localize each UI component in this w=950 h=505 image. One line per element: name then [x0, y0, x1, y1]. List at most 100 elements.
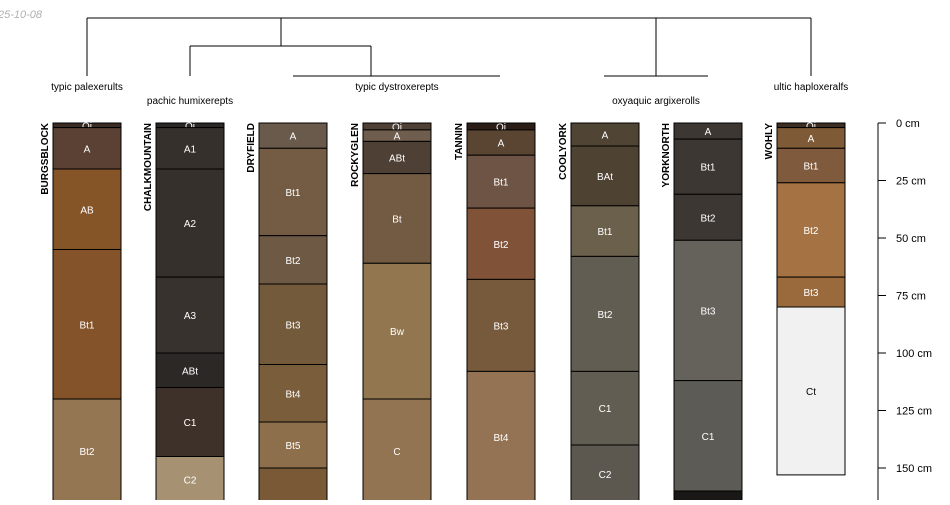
horizon-label: Bt3 — [493, 321, 508, 332]
profile-rockyglen: ROCKYGLEN OiA ABt Bt Bw C — [350, 122, 432, 503]
horizon — [570, 205, 640, 257]
dendrogram — [86, 17, 812, 77]
depth-tick-label: 150 cm — [896, 463, 932, 475]
horizon-label: Oi — [806, 121, 816, 132]
horizon-label: Ct — [806, 387, 816, 398]
taxon-label: pachic humixerepts — [147, 96, 233, 107]
taxon-label: typic dystroxerepts — [355, 82, 438, 93]
horizon-label: Bt4 — [285, 389, 300, 400]
horizon-label: C2 — [599, 470, 612, 481]
horizon — [155, 127, 225, 170]
horizon-label: A — [84, 144, 91, 155]
horizon-label: C — [393, 447, 400, 458]
horizon-label: A — [498, 139, 505, 150]
horizon-label: Bt2 — [597, 310, 612, 321]
horizon-label: Bt3 — [803, 288, 818, 299]
profile-name: COOLYORK — [558, 122, 569, 180]
horizon — [258, 147, 328, 237]
horizon-label: Oi — [185, 121, 195, 132]
horizon — [673, 380, 743, 492]
horizon-label: Bt2 — [493, 240, 508, 251]
horizon — [776, 182, 846, 278]
depth-tick-label: 100 cm — [896, 348, 932, 360]
horizon-label: Bt2 — [700, 213, 715, 224]
taxon-label: typic palexerults — [51, 82, 123, 93]
horizon-label: Bt — [392, 214, 402, 225]
profile-burgsblock: BURGSBLOCK Oi A AB Bt1 Bt2 — [40, 121, 122, 503]
horizon-label: Bt2 — [79, 447, 94, 458]
horizon — [52, 249, 122, 400]
profile-yorknorth: YORKNORTH A Bt1 Bt2 Bt3 C1 — [661, 122, 743, 503]
horizon-label: A1 — [184, 144, 197, 155]
taxa-labels: typic palexerults pachic humixerepts typic… — [51, 82, 848, 107]
horizon — [258, 122, 328, 149]
horizon-label: Oi — [392, 122, 402, 133]
horizon-label: A — [602, 131, 609, 142]
taxon-label: oxyaquic argixerolls — [612, 96, 700, 107]
horizon-label: Bt4 — [493, 433, 508, 444]
profile-name: WOHLY — [764, 123, 775, 160]
taxon-label: ultic haploxeralfs — [774, 82, 848, 93]
horizon-label: Bt2 — [803, 226, 818, 237]
horizon — [258, 364, 328, 423]
horizon — [776, 276, 846, 308]
profile-name: DRYFIELD — [246, 123, 257, 173]
horizon-label: Bt2 — [285, 256, 300, 267]
depth-axis: 0 cm 25 cm 50 cm 75 cm 100 cm 125 cm 150 cm — [877, 118, 932, 500]
profile-name: ROCKYGLEN — [350, 123, 361, 187]
horizon-label: Oi — [82, 121, 92, 132]
horizon-label: A — [705, 127, 712, 138]
profile-tannin: TANNIN Oi A Bt1 Bt2 Bt3 Bt4 — [454, 122, 536, 503]
horizon-label: Bt1 — [597, 227, 612, 238]
profile-name: YORKNORTH — [661, 123, 672, 187]
horizon — [155, 387, 225, 457]
horizon-label: Bt1 — [493, 178, 508, 189]
profile-wohly: WOHLY Oi A Bt1 Bt2 Bt3 Ct — [764, 121, 846, 476]
horizon — [673, 239, 743, 382]
horizon-label: Bw — [390, 327, 405, 338]
horizon-label: Bt5 — [285, 441, 300, 452]
horizon — [155, 276, 225, 354]
horizon-label: C1 — [599, 404, 612, 415]
depth-tick-label: 125 cm — [896, 406, 932, 418]
horizon-label: Bt1 — [803, 162, 818, 173]
horizon-label: A — [394, 132, 401, 143]
horizon — [570, 255, 640, 372]
profile-coolyork: COOLYORK A BAt Bt1 Bt2 C1 C2 — [558, 122, 640, 503]
horizon — [52, 398, 122, 503]
horizon — [362, 173, 432, 264]
horizon — [570, 444, 640, 503]
horizon — [155, 168, 225, 278]
horizon — [258, 421, 328, 469]
horizon — [570, 145, 640, 207]
horizon — [155, 352, 225, 388]
horizon — [673, 138, 743, 195]
depth-tick-label: 25 cm — [896, 176, 926, 188]
profile-name: BURGSBLOCK — [40, 122, 51, 194]
horizon-label: A — [290, 132, 297, 143]
horizon-label: Bt1 — [79, 320, 94, 331]
depth-tick-label: 75 cm — [896, 291, 926, 303]
horizon-label: AB — [80, 205, 94, 216]
profile-name: TANNIN — [454, 123, 465, 160]
horizon — [52, 168, 122, 250]
profile-name: CHALKMOUNTAIN — [143, 123, 154, 211]
horizon — [466, 370, 536, 503]
horizon-label: Bt1 — [700, 163, 715, 174]
horizon — [362, 140, 432, 175]
horizon-label: Oi — [496, 122, 506, 133]
horizon-label: A2 — [184, 219, 197, 230]
horizon-label: C2 — [184, 476, 197, 487]
horizon — [673, 490, 743, 503]
horizon-label: C1 — [184, 418, 197, 429]
horizon-label: Bt3 — [285, 320, 300, 331]
profile-dryfield: DRYFIELD A Bt1 Bt2 Bt3 Bt4 Bt5 — [246, 122, 328, 503]
horizon — [52, 127, 122, 170]
horizon — [362, 262, 432, 400]
horizon — [258, 467, 328, 503]
horizon — [776, 306, 846, 476]
horizon-label: C1 — [702, 432, 715, 443]
